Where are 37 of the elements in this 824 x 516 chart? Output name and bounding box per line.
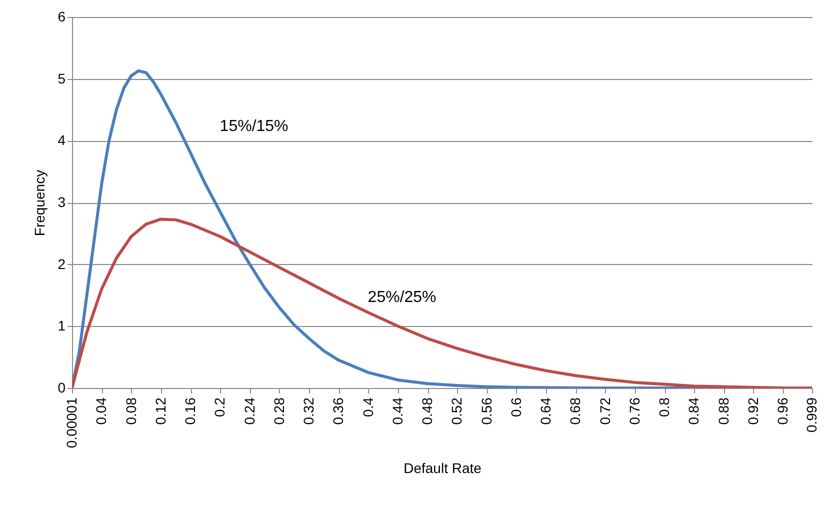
x-tick-label: 0.2 <box>212 397 228 417</box>
x-tick-label: 0.6 <box>508 397 524 417</box>
x-tick-label: 0.8 <box>656 397 672 417</box>
x-tick-label: 0.16 <box>182 397 198 425</box>
x-tick-label: 0.64 <box>538 397 554 425</box>
x-tick-label: 0.44 <box>389 397 406 425</box>
x-tick-label: 0.92 <box>744 397 761 425</box>
x-tick-label: 0.76 <box>626 397 642 425</box>
y-tick-label: 1 <box>58 318 66 334</box>
x-axis-title: Default Rate <box>404 460 482 476</box>
y-tick-label: 5 <box>58 70 66 86</box>
y-tick-label: 0 <box>58 380 66 396</box>
annotation: 15%/15% <box>220 118 288 136</box>
x-tick-label: 0.36 <box>330 397 346 425</box>
x-tick-label: 0.24 <box>241 397 258 425</box>
x-tick-label: 0.68 <box>567 397 584 425</box>
x-tick-label: 0.96 <box>774 397 791 425</box>
x-tick-label: 0.88 <box>715 397 732 425</box>
x-tick-label: 0.00001 <box>64 397 80 448</box>
y-tick-label: 6 <box>58 8 66 24</box>
y-tick-label: 4 <box>58 132 66 148</box>
y-axis-title: Frequency <box>32 170 48 236</box>
x-tick-label: 0.04 <box>93 397 110 425</box>
x-tick-label: 0.12 <box>152 397 168 425</box>
x-tick-label: 0.84 <box>686 397 702 425</box>
y-tick-label: 2 <box>58 256 66 272</box>
x-tick-label: 0.32 <box>300 397 317 425</box>
x-tick-label: 0.56 <box>478 397 494 425</box>
annotation: 25%/25% <box>368 289 436 306</box>
x-tick-label: 0.52 <box>448 397 465 425</box>
x-tick-label: 0.999 <box>804 397 820 433</box>
y-tick-label: 3 <box>58 194 66 210</box>
x-tick-label: 0.72 <box>596 397 613 425</box>
x-tick-label: 0.48 <box>419 397 436 425</box>
x-tick-label: 0.4 <box>360 397 376 417</box>
x-tick-label: 0.08 <box>122 397 139 425</box>
x-tick-label: 0.28 <box>270 397 287 425</box>
